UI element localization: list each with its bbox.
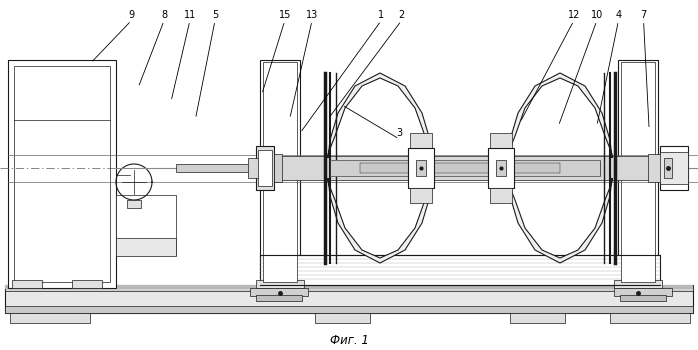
Polygon shape <box>328 73 432 158</box>
Bar <box>12 280 42 288</box>
Bar <box>14 66 110 282</box>
Bar <box>248 158 260 178</box>
Bar <box>258 150 272 186</box>
Bar <box>614 288 672 296</box>
Bar <box>127 200 141 208</box>
Bar <box>72 280 102 288</box>
Bar <box>488 148 514 188</box>
Text: 4: 4 <box>616 10 621 20</box>
Text: 5: 5 <box>212 10 218 20</box>
Bar <box>256 295 302 301</box>
Bar <box>176 164 260 172</box>
Bar <box>5 285 693 313</box>
Bar <box>496 160 506 176</box>
Bar <box>410 188 432 203</box>
Bar <box>116 195 176 255</box>
Bar <box>610 313 690 323</box>
Bar <box>5 285 693 289</box>
Text: 2: 2 <box>399 10 404 20</box>
Text: 3: 3 <box>396 128 402 138</box>
Bar <box>263 62 297 282</box>
Text: 10: 10 <box>591 10 603 20</box>
Bar <box>8 60 116 288</box>
Bar <box>256 280 304 288</box>
Bar <box>408 148 434 188</box>
Polygon shape <box>508 73 612 158</box>
Bar <box>330 160 600 176</box>
Bar <box>256 146 274 190</box>
Text: 1: 1 <box>378 10 384 20</box>
Polygon shape <box>508 178 612 263</box>
Bar <box>280 156 650 180</box>
Bar <box>274 154 282 182</box>
Bar <box>10 313 90 323</box>
Bar <box>315 313 370 323</box>
Bar <box>410 133 432 148</box>
Bar <box>416 160 426 176</box>
Bar <box>360 163 560 173</box>
Bar <box>510 313 565 323</box>
Bar <box>5 285 693 291</box>
Text: Фиг. 1: Фиг. 1 <box>329 334 369 346</box>
Text: 7: 7 <box>641 10 646 20</box>
Bar <box>620 295 666 301</box>
Bar <box>648 154 662 182</box>
Bar <box>5 306 693 313</box>
Bar <box>621 62 655 282</box>
Bar <box>116 238 176 256</box>
Bar <box>660 152 688 184</box>
Bar <box>664 158 672 178</box>
Bar <box>260 60 300 285</box>
Text: 8: 8 <box>161 10 167 20</box>
Text: 13: 13 <box>306 10 318 20</box>
Polygon shape <box>328 178 432 263</box>
Bar <box>490 133 512 148</box>
Text: 12: 12 <box>567 10 580 20</box>
Text: 15: 15 <box>279 10 291 20</box>
Bar <box>660 146 688 190</box>
Bar <box>490 188 512 203</box>
Text: 9: 9 <box>128 10 134 20</box>
Bar <box>260 255 660 285</box>
Text: 11: 11 <box>184 10 196 20</box>
Bar <box>618 60 658 285</box>
Bar <box>614 280 662 288</box>
Bar <box>250 288 308 296</box>
